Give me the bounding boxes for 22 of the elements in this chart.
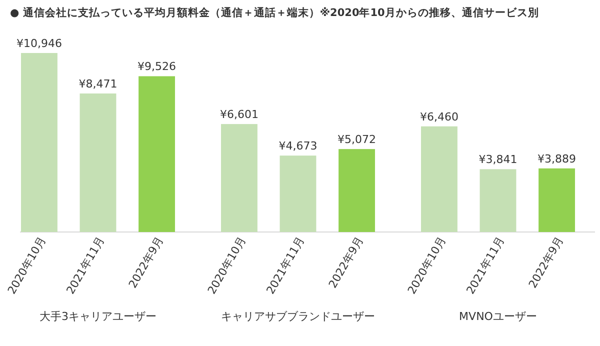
data-label: ¥6,601 [220, 108, 258, 122]
data-label: ¥6,460 [420, 110, 458, 124]
bar [538, 168, 575, 232]
data-label: ¥3,889 [538, 152, 576, 166]
data-label: ¥5,072 [338, 133, 376, 146]
data-label: ¥4,673 [278, 140, 318, 153]
chart-title: ● 通信会社に支払っている平均月額料金（通信＋通話＋端末）※2020年10月からの推移、通信サービス別 [10, 6, 539, 19]
data-label: ¥8,471 [78, 77, 118, 90]
bar [80, 93, 116, 232]
data-label: ¥3,841 [478, 153, 518, 166]
x-tick-label: MVNOユーザー [459, 310, 537, 323]
data-label: ¥10,946 [16, 37, 62, 50]
bar [138, 76, 175, 232]
bar [280, 156, 316, 232]
x-tick-label: 大手3キャリアユーザー [40, 310, 156, 323]
data-label: ¥9,526 [138, 60, 176, 74]
x-tick-label: キャリアサブブランドユーザー [221, 310, 375, 323]
bar [21, 53, 58, 232]
bar [221, 124, 258, 232]
bar [421, 126, 458, 232]
bar [480, 169, 516, 232]
bar [338, 149, 375, 232]
